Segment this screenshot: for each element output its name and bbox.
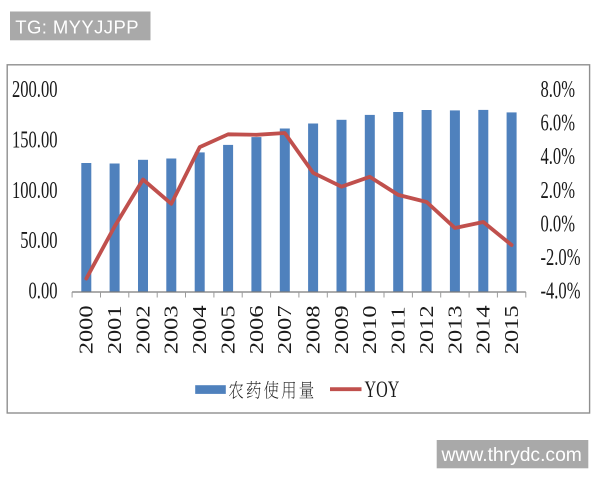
svg-text:2005: 2005 <box>217 305 239 354</box>
svg-text:2003: 2003 <box>160 305 182 354</box>
svg-text:-2.0%: -2.0% <box>541 245 581 271</box>
svg-text:2006: 2006 <box>245 305 267 354</box>
svg-text:2012: 2012 <box>415 305 437 354</box>
svg-text:2002: 2002 <box>132 305 154 354</box>
svg-text:200.00: 200.00 <box>12 77 58 103</box>
svg-text:150.00: 150.00 <box>12 128 58 154</box>
svg-text:2011: 2011 <box>387 306 409 354</box>
svg-text:100.00: 100.00 <box>12 178 58 204</box>
svg-text:2001: 2001 <box>103 305 125 354</box>
svg-text:2004: 2004 <box>188 305 210 354</box>
svg-text:2008: 2008 <box>302 305 324 354</box>
svg-text:2014: 2014 <box>472 305 494 354</box>
svg-text:2009: 2009 <box>330 305 352 354</box>
svg-text:www.thrydc.com: www.thrydc.com <box>441 445 582 466</box>
svg-text:2.0%: 2.0% <box>541 178 575 204</box>
svg-text:2010: 2010 <box>359 305 381 354</box>
svg-text:2013: 2013 <box>444 305 466 354</box>
svg-text:-4.0%: -4.0% <box>541 279 581 305</box>
svg-text:2000: 2000 <box>75 305 97 354</box>
svg-text:YOY: YOY <box>365 377 400 402</box>
svg-text:2007: 2007 <box>274 305 296 354</box>
svg-text:4.0%: 4.0% <box>541 144 575 170</box>
svg-text:2015: 2015 <box>500 305 522 354</box>
svg-text:0.0%: 0.0% <box>541 212 575 238</box>
svg-text:50.00: 50.00 <box>20 228 57 254</box>
svg-text:TG: MYYJJPP: TG: MYYJJPP <box>15 16 139 37</box>
svg-text:8.0%: 8.0% <box>541 77 575 103</box>
svg-text:6.0%: 6.0% <box>541 111 575 137</box>
svg-text:0.00: 0.00 <box>29 279 58 305</box>
